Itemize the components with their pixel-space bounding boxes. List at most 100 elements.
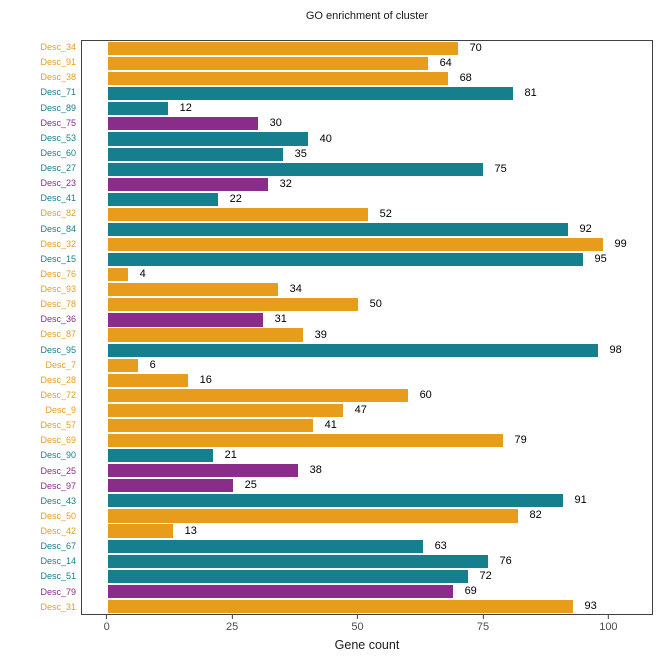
bar-row: 70 <box>82 41 652 56</box>
bar-row: 99 <box>82 237 652 252</box>
y-axis-label: Desc_51 <box>40 571 76 582</box>
bar-row: 81 <box>82 86 652 101</box>
bar-row: 50 <box>82 297 652 312</box>
y-axis-label: Desc_84 <box>40 223 76 234</box>
bar-row: 41 <box>82 418 652 433</box>
bar <box>107 222 568 237</box>
bar-row: 34 <box>82 282 652 297</box>
bar-value-label: 32 <box>279 177 292 190</box>
bar-value-label: 99 <box>614 238 627 251</box>
bar <box>107 464 298 478</box>
bar-value-label: 91 <box>574 494 587 507</box>
bar <box>107 509 518 523</box>
bar-row: 63 <box>82 539 652 554</box>
bar <box>107 207 368 221</box>
y-axis-label: Desc_60 <box>40 147 76 158</box>
bar <box>107 253 583 267</box>
bar-row: 72 <box>82 569 652 584</box>
y-axis-label: Desc_23 <box>40 178 76 189</box>
y-axis-label: Desc_95 <box>40 344 76 355</box>
bar-value-label: 93 <box>584 599 597 612</box>
y-axis-label: Desc_7 <box>45 359 76 370</box>
bar-value-label: 40 <box>319 132 332 145</box>
tick-label: 75 <box>476 621 490 633</box>
bar-row: 13 <box>82 524 652 539</box>
bar-value-label: 92 <box>579 222 592 235</box>
bar-value-label: 6 <box>149 358 156 371</box>
bar <box>107 102 168 116</box>
bar-row: 6 <box>82 358 652 373</box>
bar-row: 69 <box>82 584 652 599</box>
bar <box>107 418 313 433</box>
bar-row: 75 <box>82 162 652 177</box>
bar <box>107 343 598 357</box>
bar <box>107 524 173 538</box>
y-axis-label: Desc_42 <box>40 526 76 537</box>
bar-value-label: 22 <box>229 192 242 205</box>
bar-row: 91 <box>82 493 652 508</box>
y-axis-label: Desc_31 <box>40 601 76 612</box>
bar-value-label: 76 <box>499 554 512 567</box>
bar-row: 12 <box>82 101 652 116</box>
bar-value-label: 4 <box>139 268 146 281</box>
bar-value-label: 34 <box>289 283 302 296</box>
y-axis-label: Desc_25 <box>40 465 76 476</box>
y-axis-label: Desc_34 <box>40 42 76 53</box>
bar <box>107 388 408 402</box>
chart-title: GO enrichment of cluster <box>305 10 429 22</box>
tick-mark <box>607 615 609 619</box>
bar-row: 60 <box>82 388 652 403</box>
tick-label: 0 <box>103 621 110 633</box>
bar-value-label: 75 <box>494 162 507 175</box>
bar-row: 47 <box>82 403 652 418</box>
bar-value-label: 68 <box>459 72 472 85</box>
bar-row: 21 <box>82 448 652 463</box>
bar-row: 22 <box>82 192 652 207</box>
bar <box>107 87 513 101</box>
bar-row: 68 <box>82 71 652 86</box>
bar <box>107 494 563 508</box>
y-axis-label: Desc_57 <box>40 420 76 431</box>
x-axis: 0 25 50 75 100 <box>81 615 653 637</box>
bar <box>107 313 263 327</box>
bar <box>107 72 448 86</box>
bar <box>107 449 213 463</box>
bar-value-label: 39 <box>314 328 327 341</box>
bar-row: 93 <box>82 599 652 614</box>
y-axis-label: Desc_50 <box>40 510 76 521</box>
tick-mark <box>482 615 484 619</box>
bar-value-label: 52 <box>379 207 392 220</box>
y-axis-labels: Desc_34 Desc_91 Desc_38 Desc_71 Desc_89 Desc_… <box>0 40 76 615</box>
tick-mark <box>231 615 233 619</box>
bar-row: 39 <box>82 327 652 342</box>
bar-value-label: 30 <box>269 117 282 130</box>
bar-row: 52 <box>82 207 652 222</box>
y-axis-label: Desc_89 <box>40 102 76 113</box>
bar-value-label: 41 <box>324 418 337 431</box>
bar-value-label: 13 <box>184 524 197 537</box>
bar <box>107 298 358 312</box>
plot-panel: 70 64 68 81 12 30 40 35 75 32 22 52 92 99 95 4 34 50 31 39 9… <box>81 40 653 615</box>
bar <box>107 569 468 583</box>
bar <box>107 403 343 417</box>
x-axis-tick: 75 <box>477 615 489 633</box>
x-axis-tick: 25 <box>226 615 238 633</box>
bar <box>107 41 458 56</box>
bar-value-label: 70 <box>469 42 482 55</box>
y-axis-label: Desc_67 <box>40 541 76 552</box>
bar <box>107 554 488 568</box>
y-axis-label: Desc_72 <box>40 389 76 400</box>
y-axis-label: Desc_14 <box>40 556 76 567</box>
bar-value-label: 69 <box>464 584 477 597</box>
bar <box>107 479 233 493</box>
bar-value-label: 31 <box>274 313 287 326</box>
bar-value-label: 12 <box>179 102 192 115</box>
y-axis-label: Desc_38 <box>40 72 76 83</box>
bar-row: 82 <box>82 508 652 523</box>
bar-value-label: 64 <box>439 57 452 70</box>
tick-label: 100 <box>599 621 618 633</box>
y-axis-label: Desc_9 <box>45 405 76 416</box>
bar-row: 4 <box>82 267 652 282</box>
bar <box>107 147 283 161</box>
bar-value-label: 98 <box>609 343 622 356</box>
